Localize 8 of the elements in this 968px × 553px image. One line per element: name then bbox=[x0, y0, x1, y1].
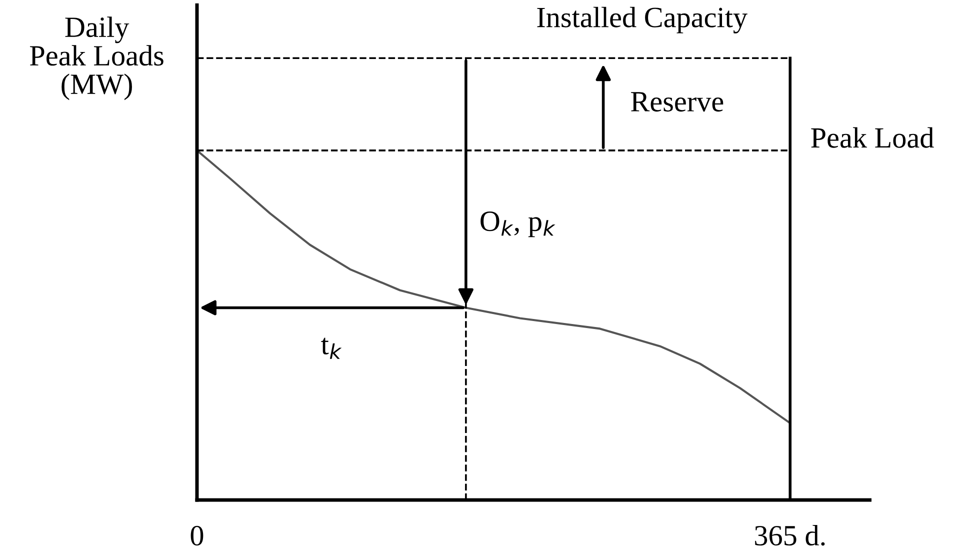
annotation: t$_{k}$ bbox=[321, 338, 342, 359]
text: Reserve bbox=[631, 92, 724, 112]
x-tick-label: 365 d. bbox=[755, 525, 825, 546]
y-axis-title: Daily Peak Loads (MW) bbox=[30, 16, 164, 100]
annotation: O$_{k}$, p$_{k}$ bbox=[480, 212, 556, 238]
ref-line-label: Installed Capacity bbox=[537, 6, 748, 34]
ref-line-label: Peak Load bbox=[811, 127, 934, 148]
x-tick-label: 0 bbox=[190, 526, 204, 546]
